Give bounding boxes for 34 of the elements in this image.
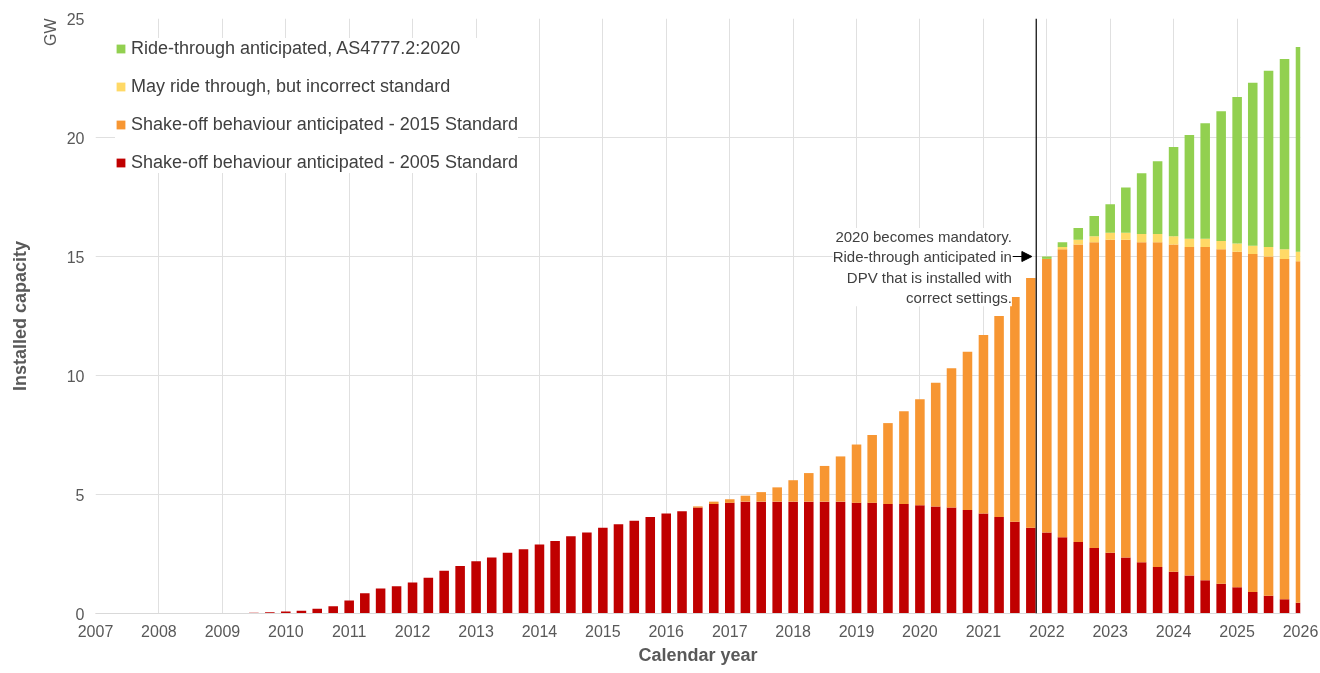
x-tick-label: 2024 [1155,622,1192,640]
x-tick-label: 2019 [838,622,875,640]
x-tick-label: 2017 [711,622,748,640]
x-tick-label: 2014 [521,622,558,640]
legend-label: Shake-off behaviour anticipated - 2005 Standard [131,152,518,173]
y-tick-label: 0 [75,605,85,623]
x-tick-label: 2007 [77,622,114,640]
x-tick-label: 2009 [204,622,241,640]
x-tick-label: 2026 [1282,622,1319,640]
x-tick-label: 2010 [268,622,304,640]
y-axis-title: Installed capacity [9,240,30,392]
x-tick-label: 2023 [1092,622,1129,640]
x-tick-label: 2008 [141,622,177,640]
y-tick-label: 10 [66,367,85,385]
x-tick-label: 2020 [902,622,938,640]
x-tick-label: 2012 [394,622,431,640]
y-tick-label: 5 [75,486,85,504]
x-tick-label: 2025 [1219,622,1256,640]
y-tick-label: 15 [66,248,85,266]
legend-label: Ride-through anticipated, AS4777.2:2020 [131,38,461,59]
x-tick-label: 2016 [648,622,685,640]
x-tick-label: 2015 [585,622,621,640]
x-tick-label: 2013 [458,622,494,640]
x-axis-title: Calendar year [638,644,758,665]
x-tick-label: 2022 [1029,622,1065,640]
ref-line-label: 2020 becomes mandatory. Ride-through anticipated in DPV that is installed with correct settings. [832,227,1012,307]
y-tick-label: 20 [66,129,85,147]
x-tick-label: 2018 [775,622,812,640]
legend-label: May ride through, but incorrect standard [131,76,451,97]
x-tick-label: 2021 [965,622,1002,640]
y-tick-label: 25 [66,10,85,28]
x-tick-label: 2011 [331,622,367,640]
text: GW [41,17,59,47]
legend-label: Shake-off behaviour anticipated - 2015 Standard [131,114,518,135]
